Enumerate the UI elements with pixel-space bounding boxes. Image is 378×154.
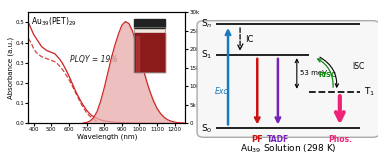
Text: IC: IC (245, 35, 254, 44)
Text: S$_1$: S$_1$ (201, 49, 212, 61)
Bar (133, 27, 165, 72)
Text: PF: PF (251, 135, 263, 144)
Text: Phos.: Phos. (328, 135, 352, 144)
Text: Au$_{39}$ Solution (298 K): Au$_{39}$ Solution (298 K) (240, 143, 336, 154)
Bar (133, 32, 165, 72)
Text: TADF: TADF (267, 135, 289, 144)
Text: 53 meV: 53 meV (300, 71, 327, 77)
X-axis label: Wavelength (nm): Wavelength (nm) (77, 134, 137, 140)
Text: S$_0$: S$_0$ (201, 122, 212, 135)
Text: Au$_{39}$(PET)$_{29}$: Au$_{39}$(PET)$_{29}$ (31, 16, 77, 28)
Text: PLQY = 19%: PLQY = 19% (70, 55, 118, 64)
Text: Exc.: Exc. (215, 87, 231, 96)
Bar (136, 36, 139, 71)
Text: S$_n$: S$_n$ (201, 18, 212, 30)
Text: ISC: ISC (353, 62, 365, 71)
Y-axis label: Absorbance (a.u.): Absorbance (a.u.) (8, 37, 14, 99)
FancyBboxPatch shape (197, 21, 378, 137)
Text: T$_1$: T$_1$ (364, 86, 375, 98)
Bar (133, 27, 165, 72)
Text: RISC: RISC (319, 72, 337, 78)
Bar (133, 19, 165, 28)
Y-axis label: PL Intensity (Counts): PL Intensity (Counts) (207, 35, 212, 100)
